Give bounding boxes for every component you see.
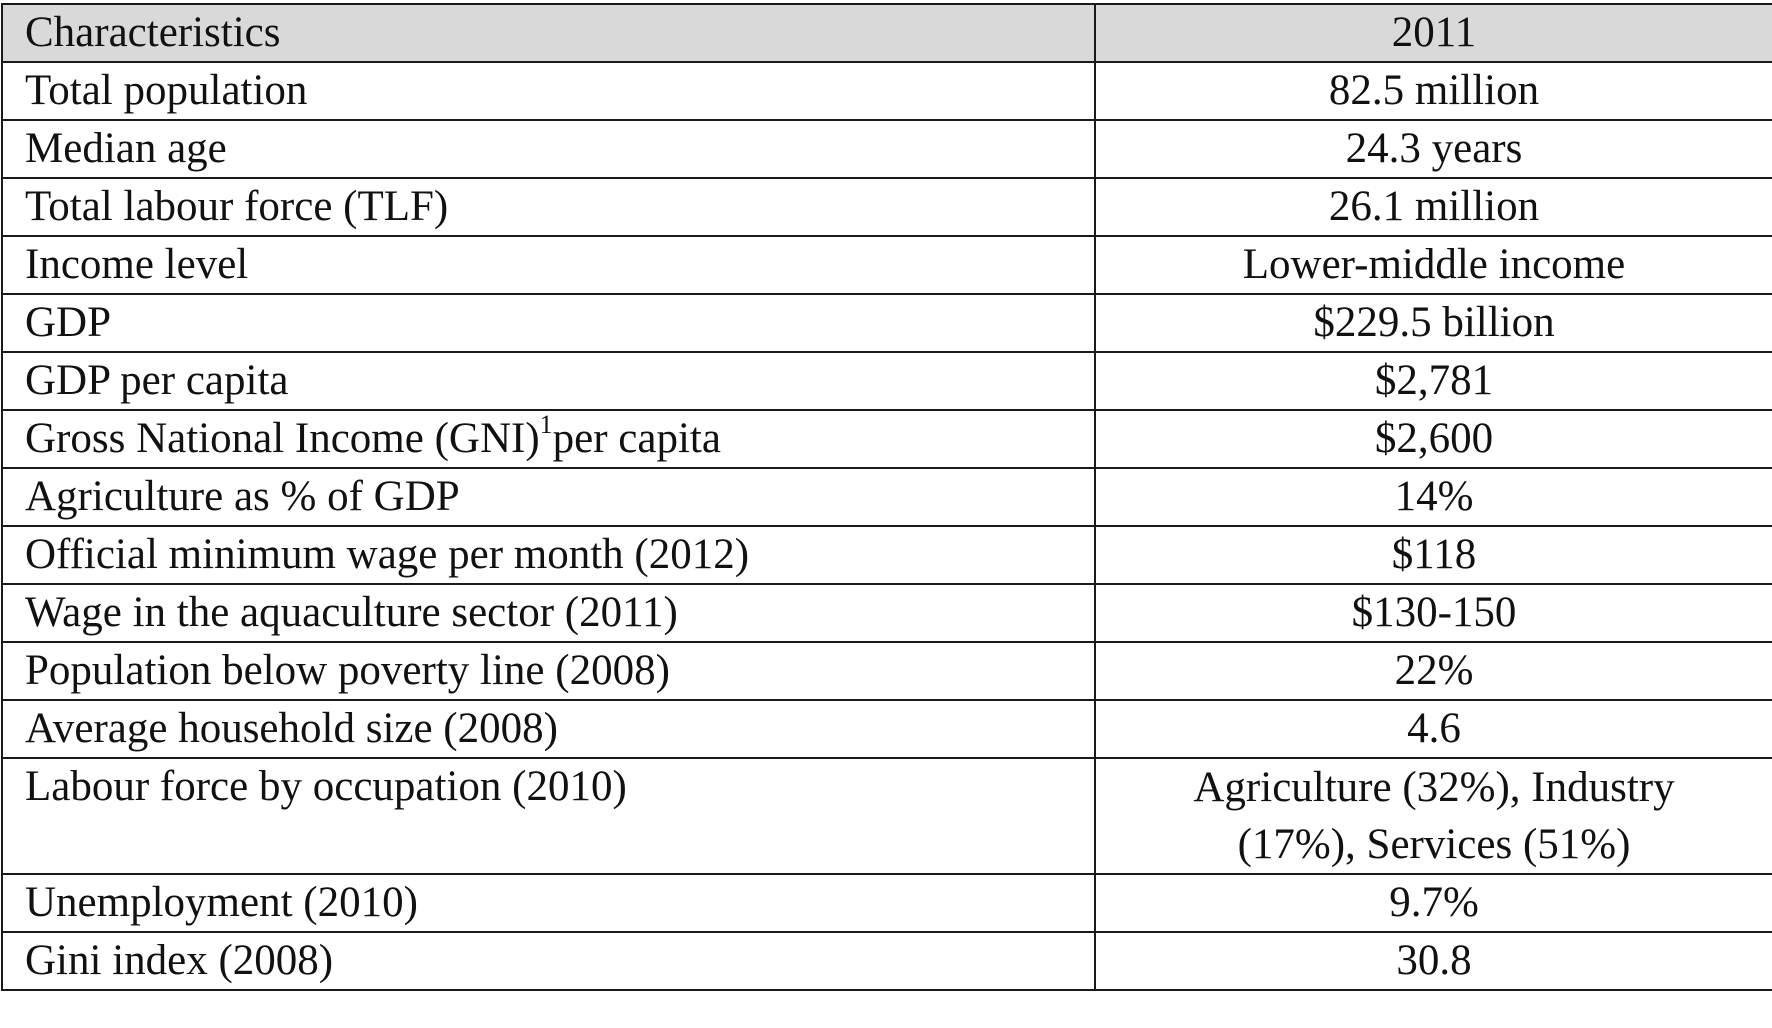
row-label-income-level: Income level (1, 235, 1096, 295)
row-label-gini-index: Gini index (2008) (1, 931, 1096, 991)
table-row: Unemployment (2010) 9.7% (1, 873, 1772, 933)
header-year: 2011 (1094, 3, 1772, 63)
header-characteristics: Characteristics (1, 3, 1096, 63)
table-row: Income level Lower-middle income (1, 235, 1772, 295)
row-value-aquaculture-wage: $130-150 (1094, 583, 1772, 643)
table-row: Total population 82.5 million (1, 61, 1772, 121)
table-row: Gross National Income (GNI)1per capita $… (1, 409, 1772, 469)
row-value-gini-index: 30.8 (1094, 931, 1772, 991)
row-value-agriculture-gdp: 14% (1094, 467, 1772, 527)
row-label-unemployment: Unemployment (2010) (1, 873, 1096, 933)
table-row: Wage in the aquaculture sector (2011) $1… (1, 583, 1772, 643)
row-label-total-population: Total population (1, 61, 1096, 121)
row-label-gdp-per-capita: GDP per capita (1, 351, 1096, 411)
table-row: Average household size (2008) 4.6 (1, 699, 1772, 759)
row-label-household-size: Average household size (2008) (1, 699, 1096, 759)
table-row: Gini index (2008) 30.8 (1, 931, 1772, 991)
row-value-unemployment: 9.7% (1094, 873, 1772, 933)
table-row: Official minimum wage per month (2012) $… (1, 525, 1772, 585)
row-label-gdp: GDP (1, 293, 1096, 353)
row-value-household-size: 4.6 (1094, 699, 1772, 759)
table-header-row: Characteristics 2011 (1, 3, 1772, 63)
gni-label-suffix: per capita (552, 415, 721, 462)
table-row: Population below poverty line (2008) 22% (1, 641, 1772, 701)
row-value-minimum-wage: $118 (1094, 525, 1772, 585)
row-value-poverty-line: 22% (1094, 641, 1772, 701)
table-row: Labour force by occupation (2010) Agricu… (1, 757, 1772, 875)
characteristics-table: Characteristics 2011 Total population 82… (1, 3, 1772, 991)
row-label-total-labour-force: Total labour force (TLF) (1, 177, 1096, 237)
row-label-gni-per-capita: Gross National Income (GNI)1per capita (1, 409, 1096, 469)
table-row: Median age 24.3 years (1, 119, 1772, 179)
row-label-poverty-line: Population below poverty line (2008) (1, 641, 1096, 701)
table-row: GDP per capita $2,781 (1, 351, 1772, 411)
row-value-labour-by-occupation: Agriculture (32%), Industry (17%), Servi… (1094, 757, 1772, 875)
table-row: Agriculture as % of GDP 14% (1, 467, 1772, 527)
row-value-gdp: $229.5 billion (1094, 293, 1772, 353)
row-label-agriculture-gdp: Agriculture as % of GDP (1, 467, 1096, 527)
row-value-total-population: 82.5 million (1094, 61, 1772, 121)
table-row: Total labour force (TLF) 26.1 million (1, 177, 1772, 237)
row-label-minimum-wage: Official minimum wage per month (2012) (1, 525, 1096, 585)
row-value-median-age: 24.3 years (1094, 119, 1772, 179)
row-value-gdp-per-capita: $2,781 (1094, 351, 1772, 411)
row-value-income-level: Lower-middle income (1094, 235, 1772, 295)
table-row: GDP $229.5 billion (1, 293, 1772, 353)
row-label-labour-by-occupation: Labour force by occupation (2010) (1, 757, 1096, 875)
gni-label-text: Gross National Income (GNI) (25, 415, 540, 462)
footnote-marker: 1 (539, 409, 553, 439)
row-value-gni-per-capita: $2,600 (1094, 409, 1772, 469)
row-value-total-labour-force: 26.1 million (1094, 177, 1772, 237)
row-label-aquaculture-wage: Wage in the aquaculture sector (2011) (1, 583, 1096, 643)
row-label-median-age: Median age (1, 119, 1096, 179)
